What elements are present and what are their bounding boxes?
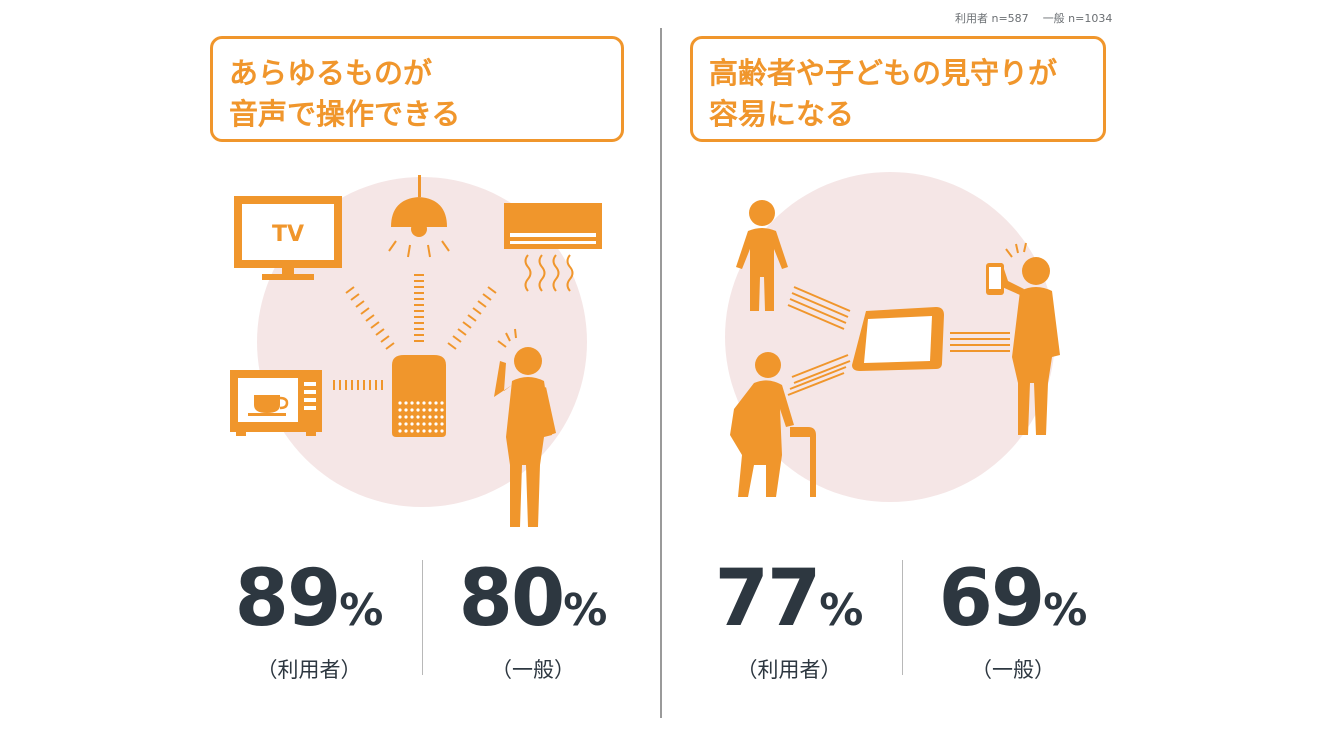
ceiling-lamp-icon (388, 175, 450, 258)
panel-title-box: あらゆるものが 音声で操作できる (210, 36, 624, 142)
panel-title-line-1: あらゆるものが (229, 56, 433, 90)
panel-voice-control: あらゆるものが 音声で操作できる TV (210, 0, 810, 743)
sample-size-users: 利用者 n=587 (955, 12, 1029, 25)
elderly-person-with-cane-icon (730, 352, 816, 497)
sample-size-note: 利用者 n=587 一般 n=1034 (955, 10, 1112, 26)
stat-label: （一般） (491, 658, 575, 682)
stat-value: 69% (938, 554, 1088, 644)
signal-lines-child-icon (787, 286, 851, 330)
stat-general: 80% （一般） (428, 555, 638, 685)
stat-value: 80% (458, 554, 608, 644)
sound-wave-upright-icon (447, 286, 497, 350)
panel-title-box: 高齢者や子どもの見守りが 容易になる (690, 36, 1106, 142)
smart-display-icon (852, 307, 944, 371)
monitoring-illustration (725, 172, 1060, 502)
sample-size-general: 一般 n=1034 (1042, 12, 1113, 25)
stat-label: （利用者） (256, 658, 362, 682)
signal-lines-phone-icon (950, 332, 1010, 352)
microwave-icon (230, 370, 322, 436)
tv-label: TV (272, 222, 304, 247)
signal-lines-elderly-icon (787, 354, 851, 396)
stat-label: （利用者） (736, 658, 842, 682)
panel-monitoring: 高齢者や子どもの見守りが 容易になる (690, 0, 1290, 743)
person-with-smartphone-icon (986, 242, 1060, 435)
panel-title-line-1: 高齢者や子どもの見守りが (709, 56, 1058, 90)
person-speaking-icon (494, 328, 556, 527)
stat-value: 77% (714, 554, 864, 644)
stat-label: （一般） (971, 658, 1055, 682)
stat-divider (902, 560, 903, 675)
stat-users: 89% （利用者） (204, 555, 414, 685)
smart-speaker-icon (392, 355, 446, 437)
panel-divider (660, 28, 662, 718)
air-conditioner-icon (504, 203, 602, 292)
child-icon (736, 200, 788, 311)
stat-value: 89% (234, 554, 384, 644)
stat-general: 69% （一般） (908, 555, 1118, 685)
stat-divider (422, 560, 423, 675)
panel-title-line-2: 容易になる (709, 97, 855, 131)
tv-icon: TV (234, 196, 342, 280)
stat-users: 77% （利用者） (684, 555, 894, 685)
sound-wave-upleft-icon (345, 286, 395, 350)
sound-wave-left-icon (333, 380, 383, 390)
sound-wave-up-icon (414, 274, 424, 342)
panel-title-line-2: 音声で操作できる (229, 97, 461, 131)
voice-control-illustration: TV (230, 175, 602, 527)
